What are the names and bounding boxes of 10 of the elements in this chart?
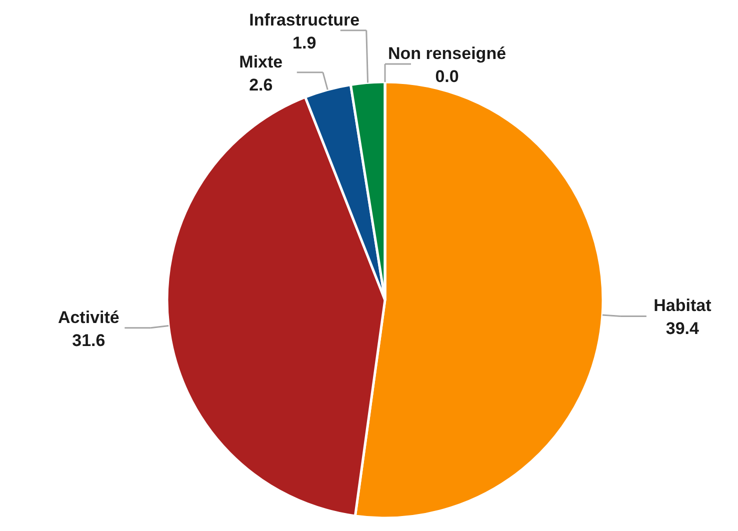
data-label: 1.9 (292, 33, 316, 52)
data-label: 2.6 (249, 75, 273, 94)
data-label: 39.4 (666, 319, 700, 338)
text: 0.0 (435, 67, 459, 86)
slice-label: Infrastructure (249, 10, 360, 30)
category-label: Non renseigné (388, 44, 506, 63)
data-label: 31.6 (72, 330, 106, 350)
slice-label: Mixte (239, 52, 283, 72)
slice-label: Activité (58, 308, 120, 327)
slice-label: Habitat (654, 296, 712, 316)
